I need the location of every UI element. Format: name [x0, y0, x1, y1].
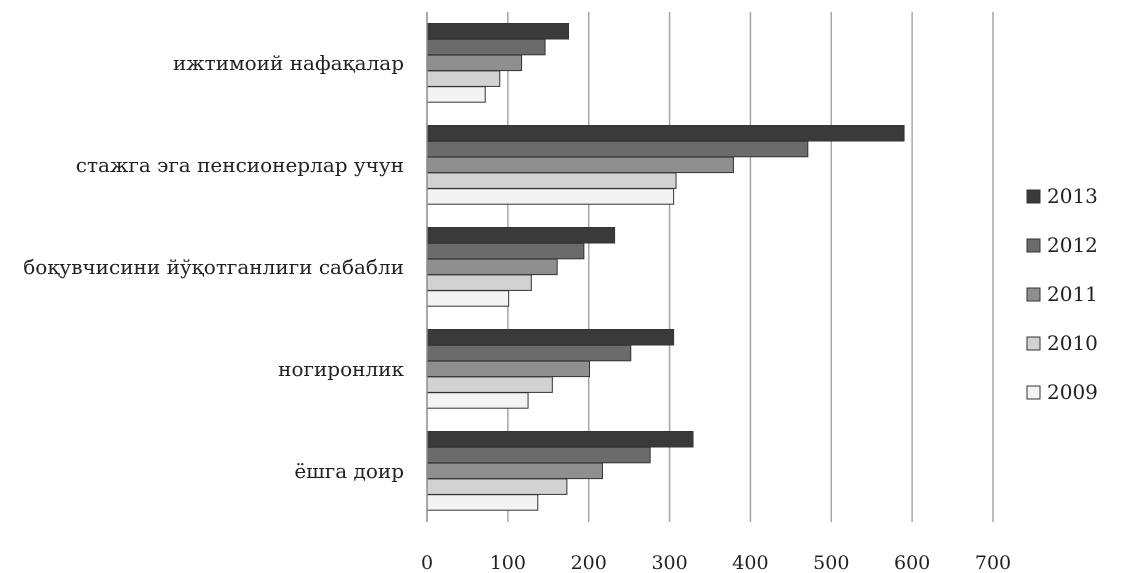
- legend-swatch-2012: [1026, 238, 1041, 253]
- legend-label-2009: 2009: [1047, 380, 1098, 404]
- legend-swatch-2009: [1026, 385, 1041, 400]
- x-tick-label: 200: [571, 552, 607, 573]
- x-tick-label: 0: [421, 552, 433, 573]
- bar-2012-2: [426, 242, 585, 260]
- category-label: ёшга доир: [294, 459, 404, 483]
- bar-2012-4: [426, 446, 651, 464]
- legend-swatch-2011: [1026, 287, 1041, 302]
- bar-2009-4: [426, 494, 539, 511]
- category-label: ижтимоий нафақалар: [173, 51, 404, 75]
- x-tick-label: 300: [651, 552, 687, 573]
- bar-2013-2: [426, 227, 616, 244]
- bar-2011-1: [426, 156, 734, 174]
- x-tick-label: 700: [975, 552, 1011, 573]
- bar-2013-3: [426, 329, 675, 346]
- legend-label-2010: 2010: [1047, 331, 1098, 355]
- bar-2011-2: [426, 258, 558, 276]
- x-tick-label: 500: [813, 552, 849, 573]
- bar-2010-0: [426, 70, 501, 87]
- bar-2013-0: [426, 23, 569, 40]
- bar-2012-3: [426, 344, 632, 362]
- bar-2009-1: [426, 188, 675, 205]
- bar-2011-3: [426, 360, 591, 378]
- bar-2010-4: [426, 478, 568, 495]
- legend-label-2013: 2013: [1047, 184, 1098, 208]
- bar-2009-3: [426, 392, 529, 409]
- category-label: ногиронлик: [278, 357, 404, 381]
- bar-2013-4: [426, 431, 694, 448]
- bar-2010-3: [426, 376, 553, 393]
- bar-2010-2: [426, 274, 532, 291]
- x-tick-label: 600: [894, 552, 930, 573]
- bar-2012-1: [426, 140, 809, 158]
- gridlines: [507, 12, 994, 522]
- legend-label-2012: 2012: [1047, 233, 1098, 257]
- category-labels: ижтимоий нафақалар стажга эга пенсионерла…: [23, 51, 404, 483]
- legend-label-2011: 2011: [1047, 282, 1098, 306]
- legend-swatch-2010: [1026, 336, 1041, 351]
- x-tick-label: 400: [732, 552, 768, 573]
- bar-2010-1: [426, 172, 677, 189]
- bar-2009-2: [426, 290, 510, 307]
- bar-2012-0: [426, 38, 546, 56]
- bar-2013-1: [426, 125, 905, 142]
- bar-2011-4: [426, 462, 603, 480]
- legend-swatch-2013: [1026, 189, 1041, 204]
- category-label: стажга эга пенсионерлар учун: [76, 153, 404, 177]
- bar-2009-0: [426, 86, 486, 103]
- bars: [426, 23, 905, 511]
- x-tick-label: 100: [490, 552, 526, 573]
- bar-2011-0: [426, 54, 523, 72]
- category-label: боқувчисини йўқотганлиги сабабли: [23, 255, 404, 279]
- legend: 2013 2012 2011 2010 2009: [1026, 184, 1098, 404]
- x-tick-labels: 0 100 200 300 400 500 600 700: [421, 552, 1011, 573]
